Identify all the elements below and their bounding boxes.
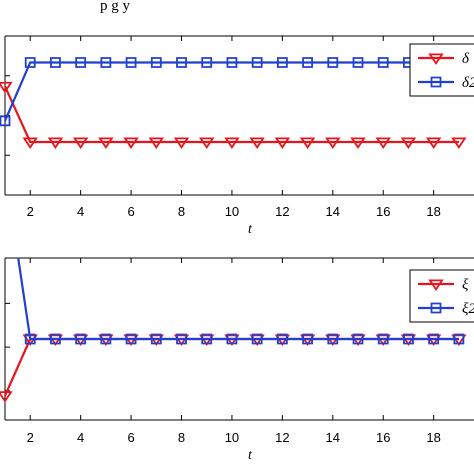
data-point (251, 333, 263, 345)
x-tick-label: 18 (426, 430, 440, 445)
x-axis-label: t (248, 222, 253, 237)
data-point (75, 57, 87, 68)
legend-label: δ (462, 51, 470, 67)
data-point (201, 333, 213, 345)
data-point (276, 333, 288, 345)
data-point (150, 57, 162, 68)
data-point (425, 137, 442, 150)
data-point (22, 137, 38, 150)
x-tick-label: 18 (426, 204, 440, 219)
plot-area (0, 57, 467, 150)
data-point (176, 333, 187, 345)
data-point (148, 137, 164, 150)
data-point (0, 391, 13, 403)
data-point (0, 115, 11, 127)
data-point (302, 333, 313, 345)
x-tick-label: 12 (275, 204, 289, 219)
x-tick-label: 6 (127, 430, 134, 445)
data-point (327, 57, 339, 68)
data-point (400, 137, 417, 150)
data-point (150, 333, 162, 345)
series-line-2 (3, 61, 459, 122)
plot-area (0, 258, 467, 403)
data-point (226, 57, 238, 68)
data-point (201, 57, 213, 68)
legend-label: ξ (462, 277, 469, 293)
top-panel: 2 4 6 8 10 12 14 16 18 t δ δ2 (0, 35, 474, 237)
data-point (249, 137, 265, 150)
data-point (226, 333, 238, 345)
x-tick-label: 10 (225, 430, 239, 445)
legend-marker (430, 302, 442, 314)
legend-box (409, 43, 474, 97)
figure-title-fragment: p g y (100, 0, 131, 14)
legend-marker (428, 53, 444, 66)
data-point (451, 137, 467, 150)
data-point (302, 57, 313, 68)
data-point (173, 137, 190, 150)
data-point (377, 333, 389, 345)
x-tick-label: 10 (225, 204, 239, 219)
data-point (0, 81, 13, 94)
x-tick-label: 16 (376, 204, 390, 219)
data-point (377, 57, 389, 68)
x-tick-label: 2 (27, 430, 34, 445)
legend-label: δ2 (462, 75, 474, 91)
data-point (251, 57, 263, 68)
data-point (325, 137, 341, 150)
data-point (352, 333, 364, 345)
series-line-1 (3, 337, 459, 397)
x-tick-label: 16 (376, 430, 390, 445)
bottom-panel: 2 4 6 8 10 12 14 16 18 t ξ ξ2 (0, 257, 474, 463)
data-point (453, 333, 465, 345)
data-point (24, 333, 36, 345)
data-point (428, 333, 440, 345)
data-point (176, 57, 187, 68)
x-tick-label: 2 (27, 204, 34, 219)
data-point (125, 333, 137, 345)
x-tick-label: 12 (275, 430, 289, 445)
data-point (75, 333, 87, 345)
data-point (199, 137, 215, 150)
data-point (327, 333, 339, 345)
x-tick-label: 8 (178, 204, 185, 219)
x-tick-label: 8 (178, 430, 185, 445)
data-point (352, 57, 364, 68)
legend-marker (428, 279, 444, 292)
data-point (50, 333, 61, 345)
series-line-1 (3, 85, 459, 144)
data-point (224, 137, 240, 150)
data-point (274, 137, 291, 150)
data-point (50, 57, 61, 68)
data-point (98, 137, 114, 150)
data-point (72, 137, 89, 150)
series-line-2 (17, 258, 459, 341)
data-point (123, 137, 139, 150)
legend-label: ξ2 (462, 301, 474, 317)
data-point (276, 57, 288, 68)
x-tick-label: 6 (127, 204, 134, 219)
x-tick-label: 4 (77, 204, 84, 219)
x-tick-label: 14 (326, 430, 340, 445)
data-point (299, 137, 316, 150)
data-point (47, 137, 64, 150)
data-point (125, 57, 137, 68)
legend-box (409, 269, 474, 323)
data-point (24, 57, 36, 68)
data-point (100, 333, 112, 345)
data-point (100, 57, 112, 68)
data-point (350, 137, 366, 150)
x-axis-label: t (248, 448, 253, 463)
x-tick-label: 4 (77, 430, 84, 445)
data-point (375, 137, 391, 150)
data-point (403, 333, 414, 345)
x-tick-label: 14 (326, 204, 340, 219)
legend-marker (430, 76, 442, 88)
